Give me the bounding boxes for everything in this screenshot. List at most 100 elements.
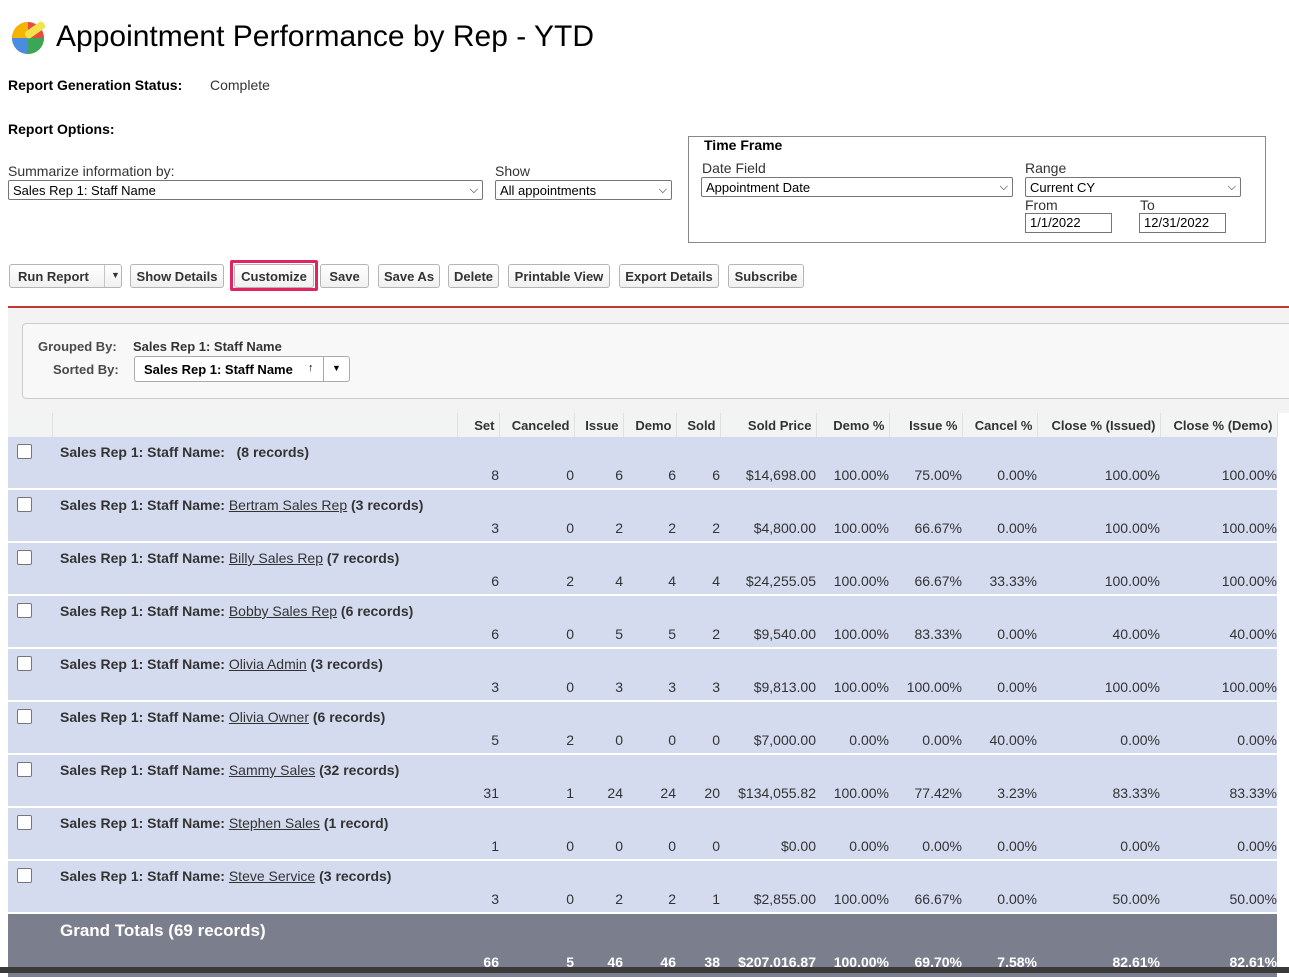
run-report-label: Run Report <box>18 268 89 284</box>
highlight-box <box>230 260 318 291</box>
row-checkbox[interactable] <box>17 550 32 565</box>
column-header[interactable]: Demo % <box>816 413 890 437</box>
cell-value: 0 <box>499 489 574 543</box>
cell-value: 24 <box>623 754 676 808</box>
subscribe-button[interactable]: Subscribe <box>728 264 804 288</box>
cell-value: 6 <box>457 595 499 649</box>
column-header[interactable]: Close % (Issued) <box>1037 413 1161 437</box>
cell-value: 0.00% <box>889 807 962 861</box>
sort-value: Sales Rep 1: Staff Name <box>144 362 293 377</box>
cell-value: 50.00% <box>1037 860 1160 914</box>
group-header: Sales Rep 1: Staff Name: Billy Sales Rep… <box>8 543 457 594</box>
column-header[interactable]: Set <box>457 413 500 437</box>
staff-name-link[interactable]: Billy Sales Rep <box>228 550 323 566</box>
summarize-select[interactable]: Sales Rep 1: Staff Name ⌵ <box>8 180 483 200</box>
row-checkbox[interactable] <box>17 868 32 883</box>
column-header[interactable]: Close % (Demo) <box>1160 413 1278 437</box>
cell-value: 83.33% <box>1160 754 1277 808</box>
to-date-input[interactable]: 12/31/2022 <box>1139 213 1226 233</box>
report-logo-icon <box>12 21 46 54</box>
printable-view-button[interactable]: Printable View <box>508 264 610 288</box>
cell-value: 4 <box>676 542 720 596</box>
staff-name-link[interactable]: Sammy Sales <box>228 762 316 778</box>
staff-name-link[interactable]: Olivia Admin <box>228 656 307 672</box>
customize-button[interactable]: Customize <box>234 264 314 288</box>
cell-value: 66.67% <box>889 860 962 914</box>
save-as-button[interactable]: Save As <box>378 264 440 288</box>
staff-name-link[interactable]: Olivia Owner <box>228 709 309 725</box>
show-details-button[interactable]: Show Details <box>130 264 224 288</box>
column-header[interactable]: Issue <box>574 413 624 437</box>
cell-value: 6 <box>457 542 499 596</box>
cell-value: 100.00% <box>816 648 889 702</box>
date-field-select[interactable]: Appointment Date ⌵ <box>701 177 1013 197</box>
cell-value: 5 <box>574 595 623 649</box>
group-cell: Sales Rep 1: Staff Name: Bertram Sales R… <box>8 489 457 543</box>
from-date-input[interactable]: 1/1/2022 <box>1025 213 1112 233</box>
staff-name-link[interactable]: Stephen Sales <box>228 815 320 831</box>
row-checkbox[interactable] <box>17 762 32 777</box>
row-checkbox[interactable] <box>17 815 32 830</box>
cell-value: 0 <box>574 701 623 755</box>
staff-name-link[interactable]: Bobby Sales Rep <box>228 603 338 619</box>
cell-value: 83.33% <box>889 595 962 649</box>
column-header[interactable]: Sold Price <box>720 413 817 437</box>
sort-ascending-icon: ↑ <box>308 362 314 374</box>
row-checkbox[interactable] <box>17 603 32 618</box>
cell-value: 1 <box>676 860 720 914</box>
cell-value: 1 <box>457 807 499 861</box>
caret-down-icon[interactable]: ▼ <box>332 363 341 373</box>
total-value: 100.00% <box>833 954 889 970</box>
sort-select[interactable]: Sales Rep 1: Staff Name ↑ ▼ <box>134 356 350 382</box>
cell-value: 2 <box>574 489 623 543</box>
group-prefix: Sales Rep 1: Staff Name: <box>60 656 225 672</box>
summarize-label: Summarize information by: <box>8 163 175 179</box>
cell-value: 6 <box>676 437 720 490</box>
cell-value: 100.00% <box>1160 437 1277 490</box>
table-row: Sales Rep 1: Staff Name: Olivia Owner (6… <box>8 701 1277 755</box>
cell-value: 1 <box>499 754 574 808</box>
save-button[interactable]: Save <box>320 264 369 288</box>
delete-button[interactable]: Delete <box>448 264 499 288</box>
run-report-button[interactable]: Run Report ▼ <box>9 264 122 288</box>
row-checkbox[interactable] <box>17 709 32 724</box>
group-prefix: Sales Rep 1: Staff Name: <box>60 497 225 513</box>
cell-value: 0.00% <box>962 595 1037 649</box>
table-row: Sales Rep 1: Staff Name: Olivia Admin (3… <box>8 648 1277 702</box>
staff-name-link[interactable]: Bertram Sales Rep <box>228 497 348 513</box>
table-row: Sales Rep 1: Staff Name: Steve Service (… <box>8 860 1277 914</box>
show-select[interactable]: All appointments ⌵ <box>495 180 672 200</box>
staff-name-link[interactable]: Steve Service <box>228 868 316 884</box>
cell-value: 0 <box>676 701 720 755</box>
grand-total-label: Grand Totals (69 records) <box>60 921 266 940</box>
cell-value: 40.00% <box>962 701 1037 755</box>
column-header[interactable]: Sold <box>676 413 721 437</box>
record-count: (3 records) <box>351 497 424 513</box>
total-value: 66 <box>483 954 499 970</box>
scrollbar[interactable] <box>0 967 1289 973</box>
caret-down-icon[interactable]: ▼ <box>111 270 120 280</box>
group-header: Sales Rep 1: Staff Name: Bertram Sales R… <box>8 490 457 541</box>
section-divider <box>8 306 1289 308</box>
cell-value: 100.00% <box>1037 489 1160 543</box>
row-checkbox[interactable] <box>17 497 32 512</box>
cell-value: 0.00% <box>1160 807 1277 861</box>
column-header[interactable]: Canceled <box>499 413 575 437</box>
chevron-down-icon: ⌵ <box>469 183 478 196</box>
column-header[interactable]: Issue % <box>889 413 963 437</box>
column-header[interactable]: Cancel % <box>962 413 1038 437</box>
total-value: 69.70% <box>914 954 962 970</box>
cell-value: 0 <box>499 860 574 914</box>
cell-value: 2 <box>499 701 574 755</box>
row-checkbox[interactable] <box>17 656 32 671</box>
group-prefix: Sales Rep 1: Staff Name: <box>60 444 225 460</box>
column-header[interactable]: Demo <box>623 413 677 437</box>
table-row: Sales Rep 1: Staff Name: Bertram Sales R… <box>8 489 1277 543</box>
from-label: From <box>1025 197 1058 213</box>
cell-value: 77.42% <box>889 754 962 808</box>
record-count: (32 records) <box>319 762 400 778</box>
range-select[interactable]: Current CY ⌵ <box>1025 177 1241 197</box>
cell-value: 100.00% <box>816 754 889 808</box>
row-checkbox[interactable] <box>17 444 32 459</box>
export-details-button[interactable]: Export Details <box>619 264 719 288</box>
